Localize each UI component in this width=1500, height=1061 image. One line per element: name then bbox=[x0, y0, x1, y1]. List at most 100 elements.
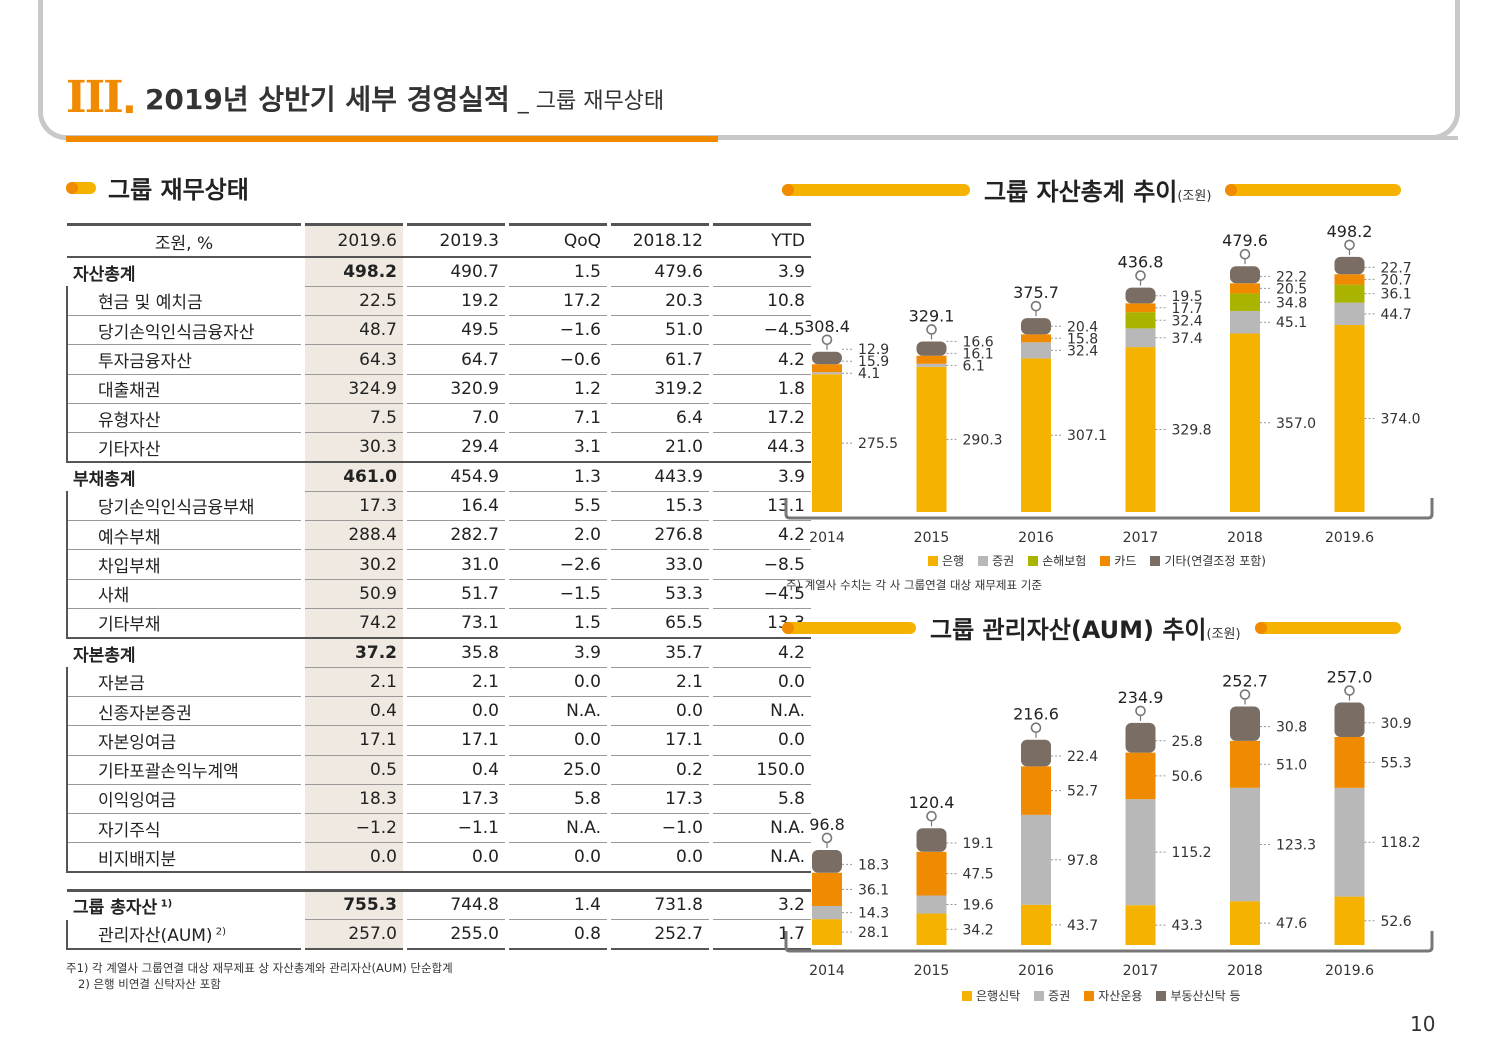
bar-segment bbox=[1021, 739, 1051, 767]
bar-segment bbox=[1230, 293, 1260, 311]
table-cell: 4.2 bbox=[713, 344, 811, 375]
value-label: 12.9 bbox=[858, 342, 889, 358]
table-row: 비지배지분 0.0 0.0 0.0 0.0 N.A. bbox=[66, 842, 811, 873]
legend-swatch bbox=[1028, 555, 1039, 566]
table-cell: 37.2 bbox=[305, 636, 403, 668]
row-label: 자본금 bbox=[66, 667, 301, 697]
table-cell: 0.0 bbox=[611, 842, 709, 873]
table-footnotes: 주1) 각 계열사 그룹연결 대상 재무제표 상 자산총계와 관리자산(AUM)… bbox=[66, 960, 453, 992]
table-cell: 17.1 bbox=[611, 725, 709, 756]
table-row: 기타자산 30.3 29.4 3.1 21.0 44.3 bbox=[66, 432, 811, 463]
bar-segment bbox=[1125, 752, 1156, 800]
title-divider-accent bbox=[66, 136, 718, 142]
value-label: 47.6 bbox=[1276, 916, 1307, 932]
table-cell: 15.3 bbox=[611, 491, 709, 522]
table-cell: −1.0 bbox=[611, 813, 709, 844]
legend-item: 부동산신탁 등 bbox=[1156, 987, 1241, 1004]
table-cell: 64.3 bbox=[305, 344, 403, 375]
row-label: 자본잉여금 bbox=[66, 725, 301, 756]
table-cell: 35.8 bbox=[407, 636, 505, 668]
bar-deco-icon bbox=[1254, 621, 1401, 634]
section-header: 그룹 재무상태 bbox=[66, 170, 249, 205]
table-cell: 1.3 bbox=[509, 461, 607, 492]
table-cell: 7.1 bbox=[509, 403, 607, 434]
value-label: 50.6 bbox=[1172, 769, 1203, 785]
table-row: 자산총계 498.2 490.7 1.5 479.6 3.9 bbox=[67, 255, 811, 287]
total-label: 216.6 bbox=[1013, 705, 1059, 724]
bar-segment bbox=[1334, 702, 1365, 737]
table-cell: 490.7 bbox=[407, 255, 505, 287]
total-label: 308.4 bbox=[804, 317, 850, 336]
value-label: 52.6 bbox=[1381, 914, 1412, 930]
table-cell: 0.0 bbox=[509, 667, 607, 697]
row-label: 자본총계 bbox=[67, 636, 301, 668]
x-axis bbox=[784, 498, 1434, 520]
table-cell: 20.3 bbox=[611, 286, 709, 317]
bar-segment bbox=[1334, 274, 1365, 285]
bar-segment bbox=[1125, 905, 1156, 945]
table-cell: 64.7 bbox=[407, 344, 505, 375]
financial-table: 조원, % 2019.6 2019.3 QoQ 2018.12 YTD 자산총계 498.2… bbox=[66, 223, 811, 950]
table-cell: 22.5 bbox=[305, 286, 403, 317]
table-cell: 0.8 bbox=[509, 919, 607, 950]
bar-segment bbox=[1230, 283, 1260, 294]
bar-segment bbox=[1021, 814, 1051, 905]
bar-segment bbox=[1125, 347, 1156, 512]
value-label: 290.3 bbox=[963, 432, 1003, 448]
value-label: 19.5 bbox=[1172, 289, 1203, 305]
table-cell: 3.9 bbox=[509, 636, 607, 668]
table-cell: −4.5 bbox=[713, 579, 811, 610]
table-cell: 49.5 bbox=[407, 315, 505, 346]
table-row: 부채총계 461.0 454.9 1.3 443.9 3.9 bbox=[67, 461, 811, 492]
legend-swatch bbox=[1156, 990, 1167, 1001]
asset-chart-title: 그룹 자산총계 추이(조원) bbox=[984, 178, 1212, 206]
legend-swatch bbox=[1100, 555, 1111, 566]
table-cell: −8.5 bbox=[713, 549, 811, 580]
value-label: 6.1 bbox=[963, 358, 985, 374]
table-cell: 17.2 bbox=[509, 286, 607, 317]
bar-segment bbox=[916, 851, 947, 896]
bar-deco-icon bbox=[782, 621, 916, 634]
total-label: 479.6 bbox=[1222, 231, 1268, 250]
total-label: 252.7 bbox=[1222, 672, 1268, 691]
value-label: 36.1 bbox=[1381, 287, 1412, 303]
table-spacer bbox=[67, 871, 811, 891]
table-cell: 5.5 bbox=[509, 491, 607, 522]
legend-item: 은행 bbox=[928, 552, 964, 569]
table-row: 자본금 2.1 2.1 0.0 2.1 0.0 bbox=[66, 667, 811, 697]
bar-segment bbox=[1230, 787, 1260, 902]
total-label: 96.8 bbox=[809, 815, 845, 834]
value-label: 19.6 bbox=[963, 898, 994, 914]
bar-segment bbox=[1021, 358, 1051, 512]
table-cell: 744.8 bbox=[407, 888, 505, 921]
table-cell: 3.2 bbox=[713, 888, 811, 921]
table-cell: 30.2 bbox=[305, 549, 403, 580]
bar-segment bbox=[1230, 266, 1260, 284]
value-label: 15.9 bbox=[858, 354, 889, 370]
bar-segment bbox=[1334, 896, 1365, 945]
table-row: 예수부채 288.4 282.7 2.0 276.8 4.2 bbox=[66, 520, 811, 551]
page-number: 10 bbox=[1410, 1012, 1436, 1036]
bar-segment bbox=[812, 372, 842, 375]
bar-segment bbox=[1125, 303, 1156, 313]
bar-segment bbox=[1125, 312, 1156, 329]
aum-chart-title: 그룹 관리자산(AUM) 추이(조원) bbox=[930, 616, 1241, 644]
table-body: 자산총계 498.2 490.7 1.5 479.6 3.9 현금 및 예치금 22.5 19.… bbox=[66, 255, 811, 950]
value-label: 16.6 bbox=[963, 334, 994, 350]
row-label: 유형자산 bbox=[66, 403, 301, 434]
table-row: 투자금융자산 64.3 64.7 −0.6 61.7 4.2 bbox=[66, 344, 811, 375]
table-cell: 0.0 bbox=[407, 696, 505, 727]
row-label: 예수부채 bbox=[66, 520, 301, 551]
value-label: 20.5 bbox=[1276, 281, 1307, 297]
table-cell: 33.0 bbox=[611, 549, 709, 580]
value-label: 32.4 bbox=[1172, 313, 1203, 329]
value-label: 20.4 bbox=[1067, 319, 1098, 335]
table-cell: 443.9 bbox=[611, 461, 709, 492]
category-label: 2019.6 bbox=[1325, 963, 1374, 979]
category-label: 2014 bbox=[809, 530, 845, 546]
bar-segment bbox=[812, 351, 842, 365]
legend-swatch bbox=[978, 555, 989, 566]
table-cell: 17.3 bbox=[407, 784, 505, 815]
table-cell: −0.6 bbox=[509, 344, 607, 375]
bar-segment bbox=[1334, 325, 1365, 512]
